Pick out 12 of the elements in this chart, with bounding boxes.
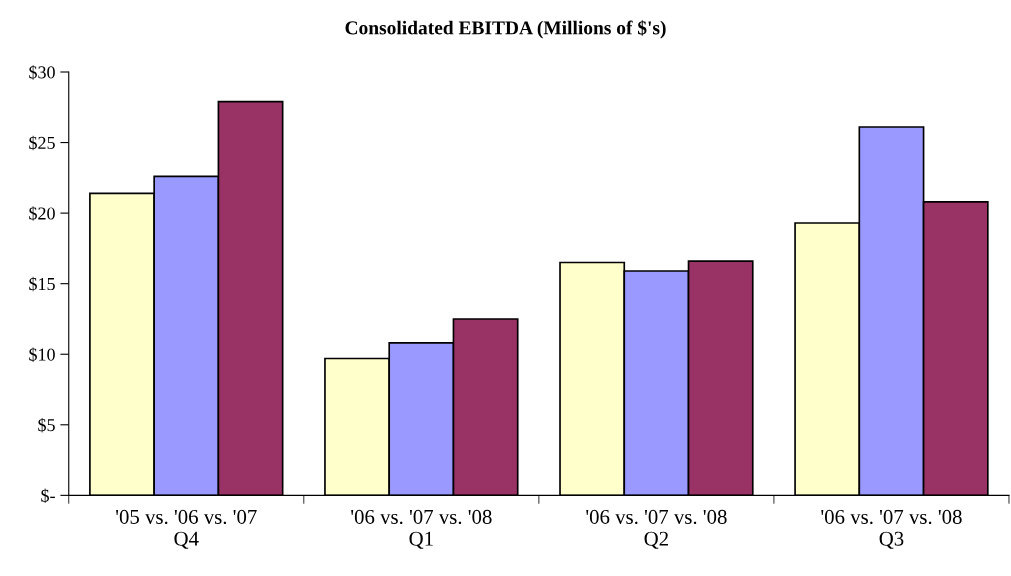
x-tick-label: '05 vs. '06 vs. '07 Q4 bbox=[116, 509, 257, 549]
y-tick-label: $- bbox=[41, 488, 55, 503]
y-tick-label: $25 bbox=[29, 135, 55, 151]
x-tick-label: '06 vs. '07 vs. '08 Q3 bbox=[821, 509, 962, 549]
y-tick-label: $20 bbox=[29, 206, 55, 221]
y-tick-label: $15 bbox=[29, 276, 55, 292]
chart-title: Consolidated EBITDA (Millions of $'s) bbox=[345, 20, 666, 39]
x-tick-label: '06 vs. '07 vs. '08 Q1 bbox=[351, 509, 492, 549]
y-tick-label: $30 bbox=[29, 65, 55, 80]
y-tick-label: $5 bbox=[38, 417, 55, 433]
y-tick-label: $10 bbox=[29, 347, 55, 362]
x-tick-label: '06 vs. '07 vs. '08 Q2 bbox=[586, 509, 727, 549]
